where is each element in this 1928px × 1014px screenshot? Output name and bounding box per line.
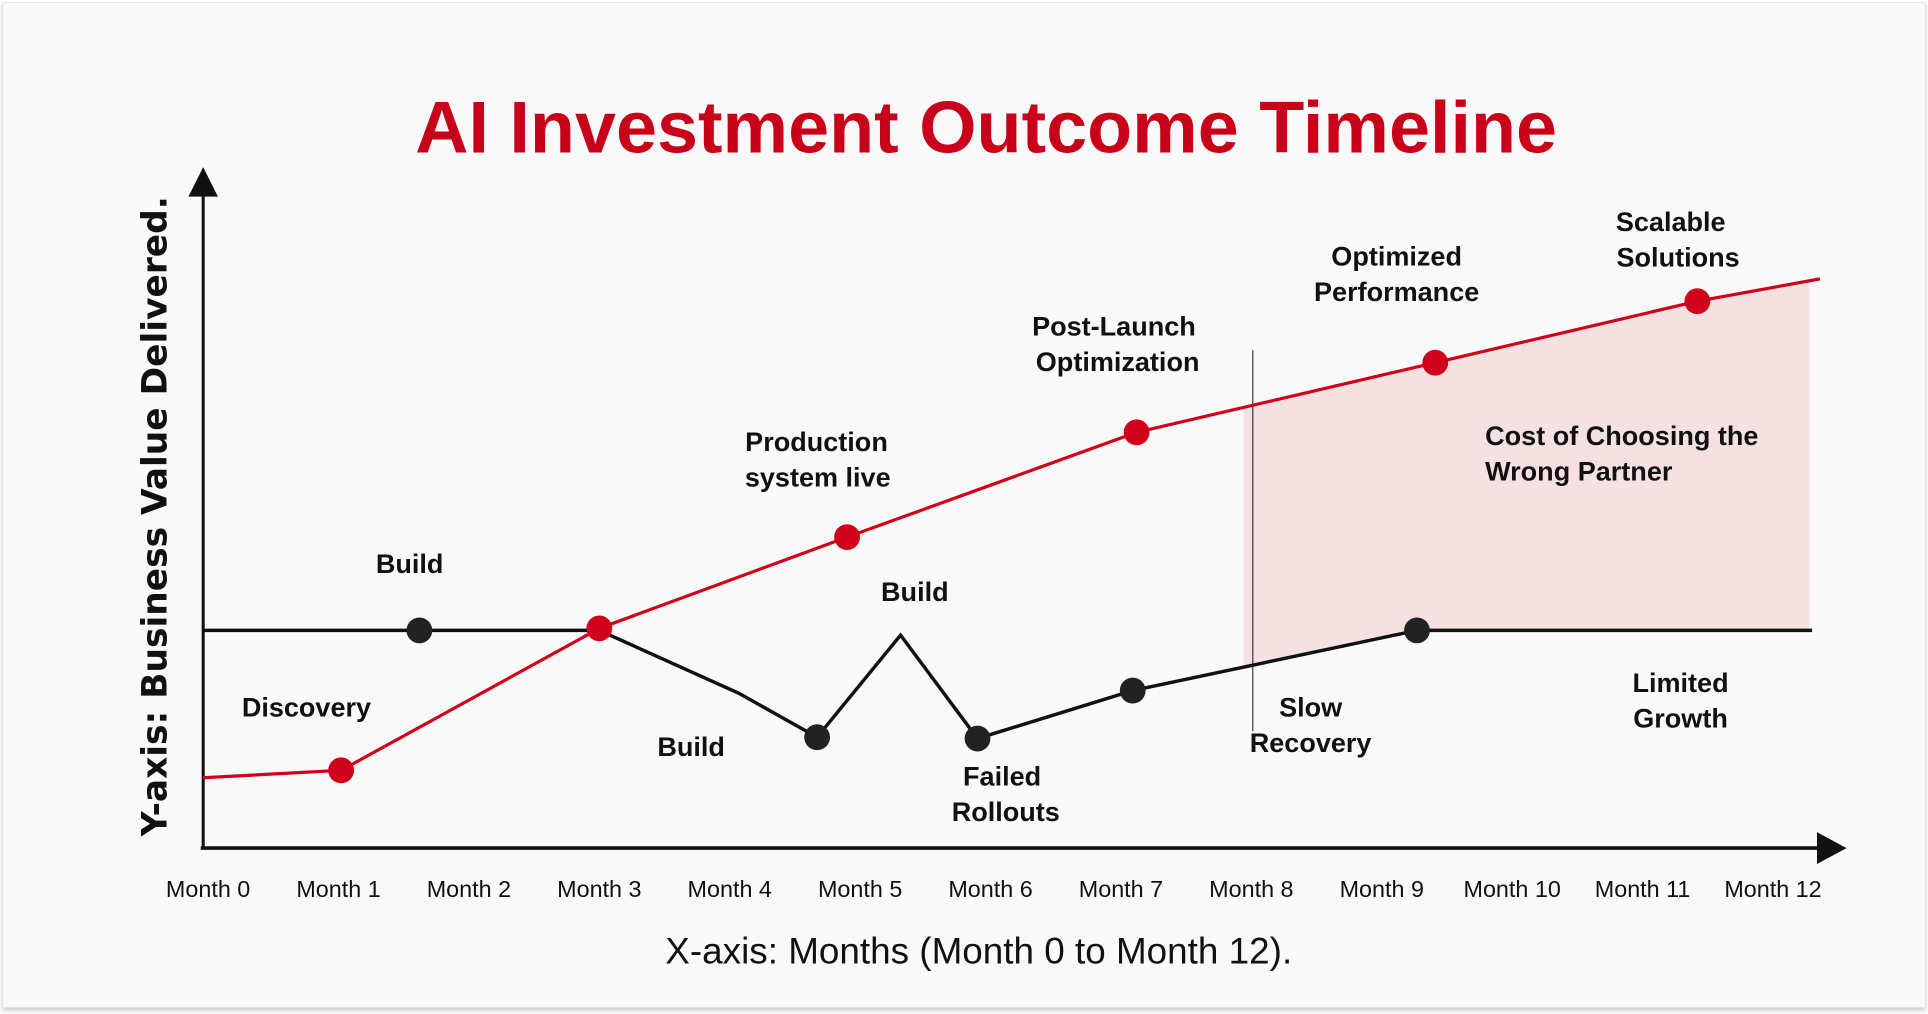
wrong-partner-line: [202, 628, 1813, 741]
annotation-discovery: Discovery: [242, 693, 371, 723]
right-partner-point: [586, 615, 613, 642]
wrong-partner-point: [1404, 617, 1430, 644]
right-partner-point: [1422, 349, 1449, 376]
annotation-slow-recovery-line2: Recovery: [1250, 728, 1372, 758]
annotation-build-1: Build: [376, 549, 444, 579]
annotation-build-3: Build: [881, 577, 949, 607]
x-tick-label: Month 5: [818, 876, 902, 902]
wrong-partner-point: [1119, 677, 1146, 704]
right-partner-point: [1123, 419, 1150, 446]
annotation-postlaunch-line1: Post-Launch: [1032, 312, 1196, 342]
annotation-build-2: Build: [657, 732, 725, 762]
wrong-partner-point: [964, 725, 991, 752]
annotation-cost-line1: Cost of Choosing the: [1485, 421, 1758, 451]
x-axis-arrow-icon: [1816, 832, 1847, 865]
x-tick-label: Month 3: [557, 876, 641, 902]
wrong-partner-point: [406, 617, 433, 644]
annotation-slow-recovery-line1: Slow: [1279, 693, 1343, 723]
annotation-production-line1: Production: [745, 427, 888, 457]
x-axis-label: X-axis: Months (Month 0 to Month 12).: [665, 931, 1292, 972]
x-tick-label: Month 10: [1464, 876, 1561, 902]
x-tick-label: Month 1: [296, 876, 380, 902]
wrong-partner-point: [804, 724, 831, 751]
chart-title: AI Investment Outcome Timeline: [415, 85, 1557, 168]
annotation-scalable-line2: Solutions: [1617, 243, 1740, 273]
x-tick-labels: Month 0 Month 1 Month 2 Month 3 Month 4 Month…: [166, 876, 1822, 902]
x-tick-label: Month 9: [1340, 876, 1424, 902]
right-partner-point: [328, 757, 355, 784]
annotation-limited-growth-line2: Growth: [1633, 704, 1728, 734]
x-tick-label: Month 2: [427, 876, 511, 902]
right-partner-point: [1684, 288, 1711, 315]
x-tick-label: Month 11: [1595, 876, 1691, 902]
x-tick-label: Month 0: [166, 876, 250, 902]
annotation-cost-line2: Wrong Partner: [1485, 457, 1673, 487]
y-axis-arrow-icon: [188, 167, 218, 197]
series-layer: [202, 277, 1821, 784]
x-tick-label: Month 6: [948, 876, 1032, 902]
shaded-region-layer: [1243, 280, 1810, 668]
y-axis-label: Y-axis: Business Value Delivered.: [135, 196, 175, 837]
right-partner-line: [202, 277, 1821, 780]
annotation-scalable-line1: Scalable: [1616, 207, 1726, 237]
annotation-postlaunch-line2: Optimization: [1036, 347, 1200, 377]
annotation-limited-growth-line1: Limited: [1632, 668, 1728, 698]
right-partner-point: [834, 524, 861, 551]
x-tick-label: Month 12: [1724, 876, 1821, 902]
x-tick-label: Month 7: [1079, 876, 1163, 902]
annotation-optimized-line1: Optimized: [1331, 241, 1462, 271]
annotation-failed-rollouts-line1: Failed: [963, 761, 1041, 791]
annotation-optimized-line2: Performance: [1314, 277, 1479, 307]
annotation-failed-rollouts-line2: Rollouts: [952, 797, 1060, 827]
x-tick-label: Month 8: [1209, 876, 1293, 902]
x-tick-label: Month 4: [688, 876, 772, 902]
annotation-production-line2: system live: [745, 463, 891, 493]
cost-shaded-area: [1243, 280, 1810, 668]
